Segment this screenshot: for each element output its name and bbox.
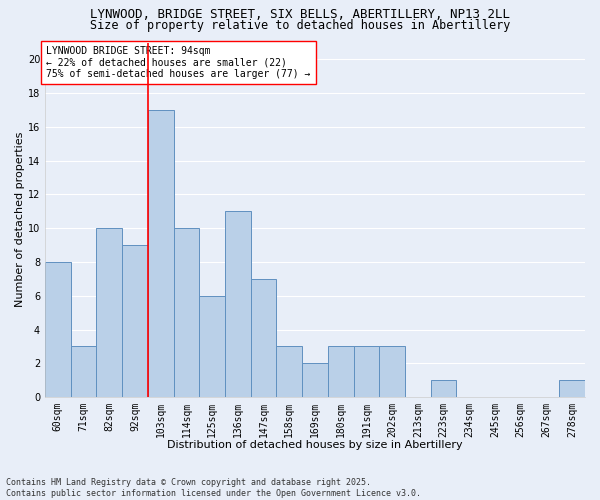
Bar [71,346,97,397]
Text: LYNWOOD BRIDGE STREET: 94sqm
← 22% of detached houses are smaller (22)
75% of se: LYNWOOD BRIDGE STREET: 94sqm ← 22% of de… [46,46,311,79]
Bar [559,380,585,397]
Y-axis label: Number of detached properties: Number of detached properties [15,132,25,308]
Bar [45,262,71,397]
Bar [302,364,328,397]
Bar [199,296,225,397]
Bar [353,346,379,397]
Bar [431,380,457,397]
Text: Size of property relative to detached houses in Abertillery: Size of property relative to detached ho… [90,19,510,32]
X-axis label: Distribution of detached houses by size in Abertillery: Distribution of detached houses by size … [167,440,463,450]
Bar [251,279,277,397]
Bar [148,110,173,397]
Bar [225,212,251,397]
Bar [277,346,302,397]
Text: LYNWOOD, BRIDGE STREET, SIX BELLS, ABERTILLERY, NP13 2LL: LYNWOOD, BRIDGE STREET, SIX BELLS, ABERT… [90,8,510,20]
Bar [173,228,199,397]
Bar [97,228,122,397]
Bar [122,245,148,397]
Bar [379,346,405,397]
Text: Contains HM Land Registry data © Crown copyright and database right 2025.
Contai: Contains HM Land Registry data © Crown c… [6,478,421,498]
Bar [328,346,353,397]
